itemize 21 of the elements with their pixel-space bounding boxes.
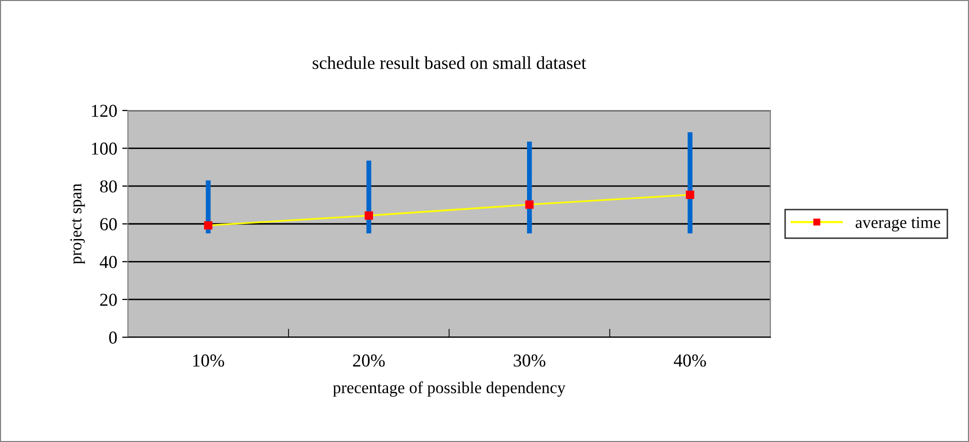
point	[204, 221, 212, 230]
y-tick-label: 100	[92, 142, 117, 155]
bar	[527, 142, 532, 234]
y-tick-label: 20	[100, 294, 117, 306]
legend-label: average time	[856, 216, 940, 232]
y-tick-label: 60	[100, 218, 117, 230]
y-tick-label: 120	[92, 104, 117, 117]
x-tick-label: 10%	[193, 354, 224, 367]
x-axis-title: precentage of possible dependency	[333, 381, 566, 397]
x-tick-label: 30%	[514, 354, 546, 367]
y-tick-label: 0	[109, 332, 117, 344]
point	[686, 190, 694, 199]
x-tick-label: 40%	[674, 354, 706, 367]
y-tick-label: 80	[100, 180, 117, 193]
chart-title: schedule result based on small dataset	[312, 56, 586, 70]
x-tick-label: 20%	[353, 354, 385, 367]
bar	[688, 132, 692, 234]
y-tick-label: 40	[100, 256, 117, 268]
point	[364, 211, 373, 220]
point	[525, 200, 534, 209]
y-axis-title: project span	[70, 184, 85, 264]
